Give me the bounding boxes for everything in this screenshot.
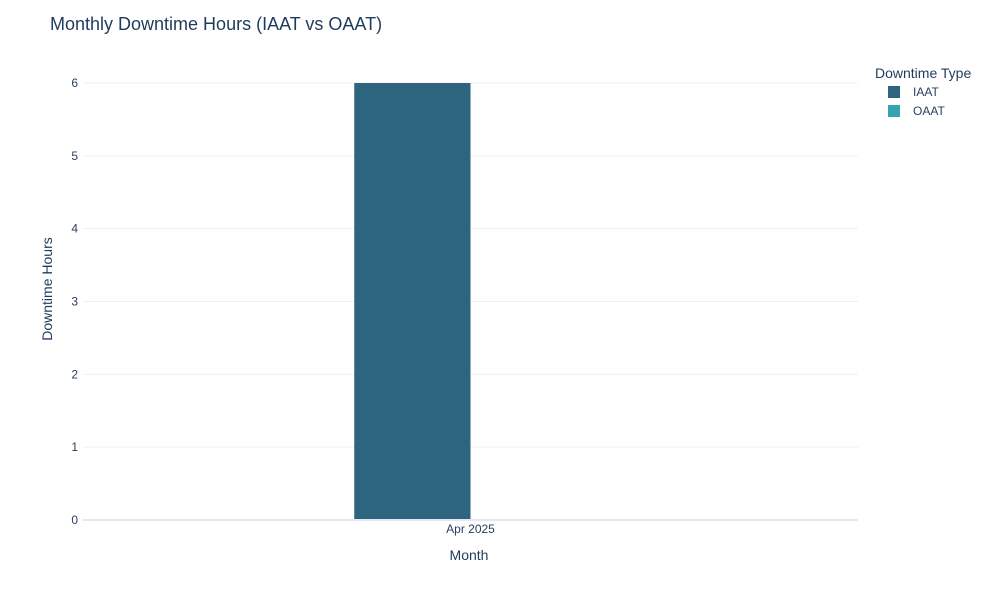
y-axis-label: Downtime Hours bbox=[39, 237, 55, 340]
legend-swatch-oaat[interactable] bbox=[888, 105, 900, 117]
y-tick-label: 3 bbox=[71, 295, 78, 309]
legend-title: Downtime Type bbox=[875, 65, 971, 81]
y-tick-label: 1 bbox=[71, 440, 78, 454]
y-tick-label: 5 bbox=[71, 149, 78, 163]
x-axis-label: Month bbox=[450, 547, 489, 563]
legend: Downtime Type IAAT OAAT bbox=[875, 65, 971, 118]
legend-label-oaat[interactable]: OAAT bbox=[913, 104, 945, 118]
bar-iaat-0[interactable] bbox=[354, 83, 471, 520]
y-tick-label: 0 bbox=[71, 513, 78, 527]
y-tick-label: 6 bbox=[71, 76, 78, 90]
x-tick-label: Apr 2025 bbox=[446, 522, 495, 536]
y-tick-label: 2 bbox=[71, 367, 78, 381]
bars bbox=[354, 83, 471, 520]
y-tick-label: 4 bbox=[71, 222, 78, 236]
axes: 0 1 2 3 4 5 6 Apr 2025 bbox=[71, 76, 858, 536]
chart-title: Monthly Downtime Hours (IAAT vs OAAT) bbox=[50, 14, 382, 34]
legend-label-iaat[interactable]: IAAT bbox=[913, 85, 939, 99]
legend-swatch-iaat[interactable] bbox=[888, 86, 900, 98]
